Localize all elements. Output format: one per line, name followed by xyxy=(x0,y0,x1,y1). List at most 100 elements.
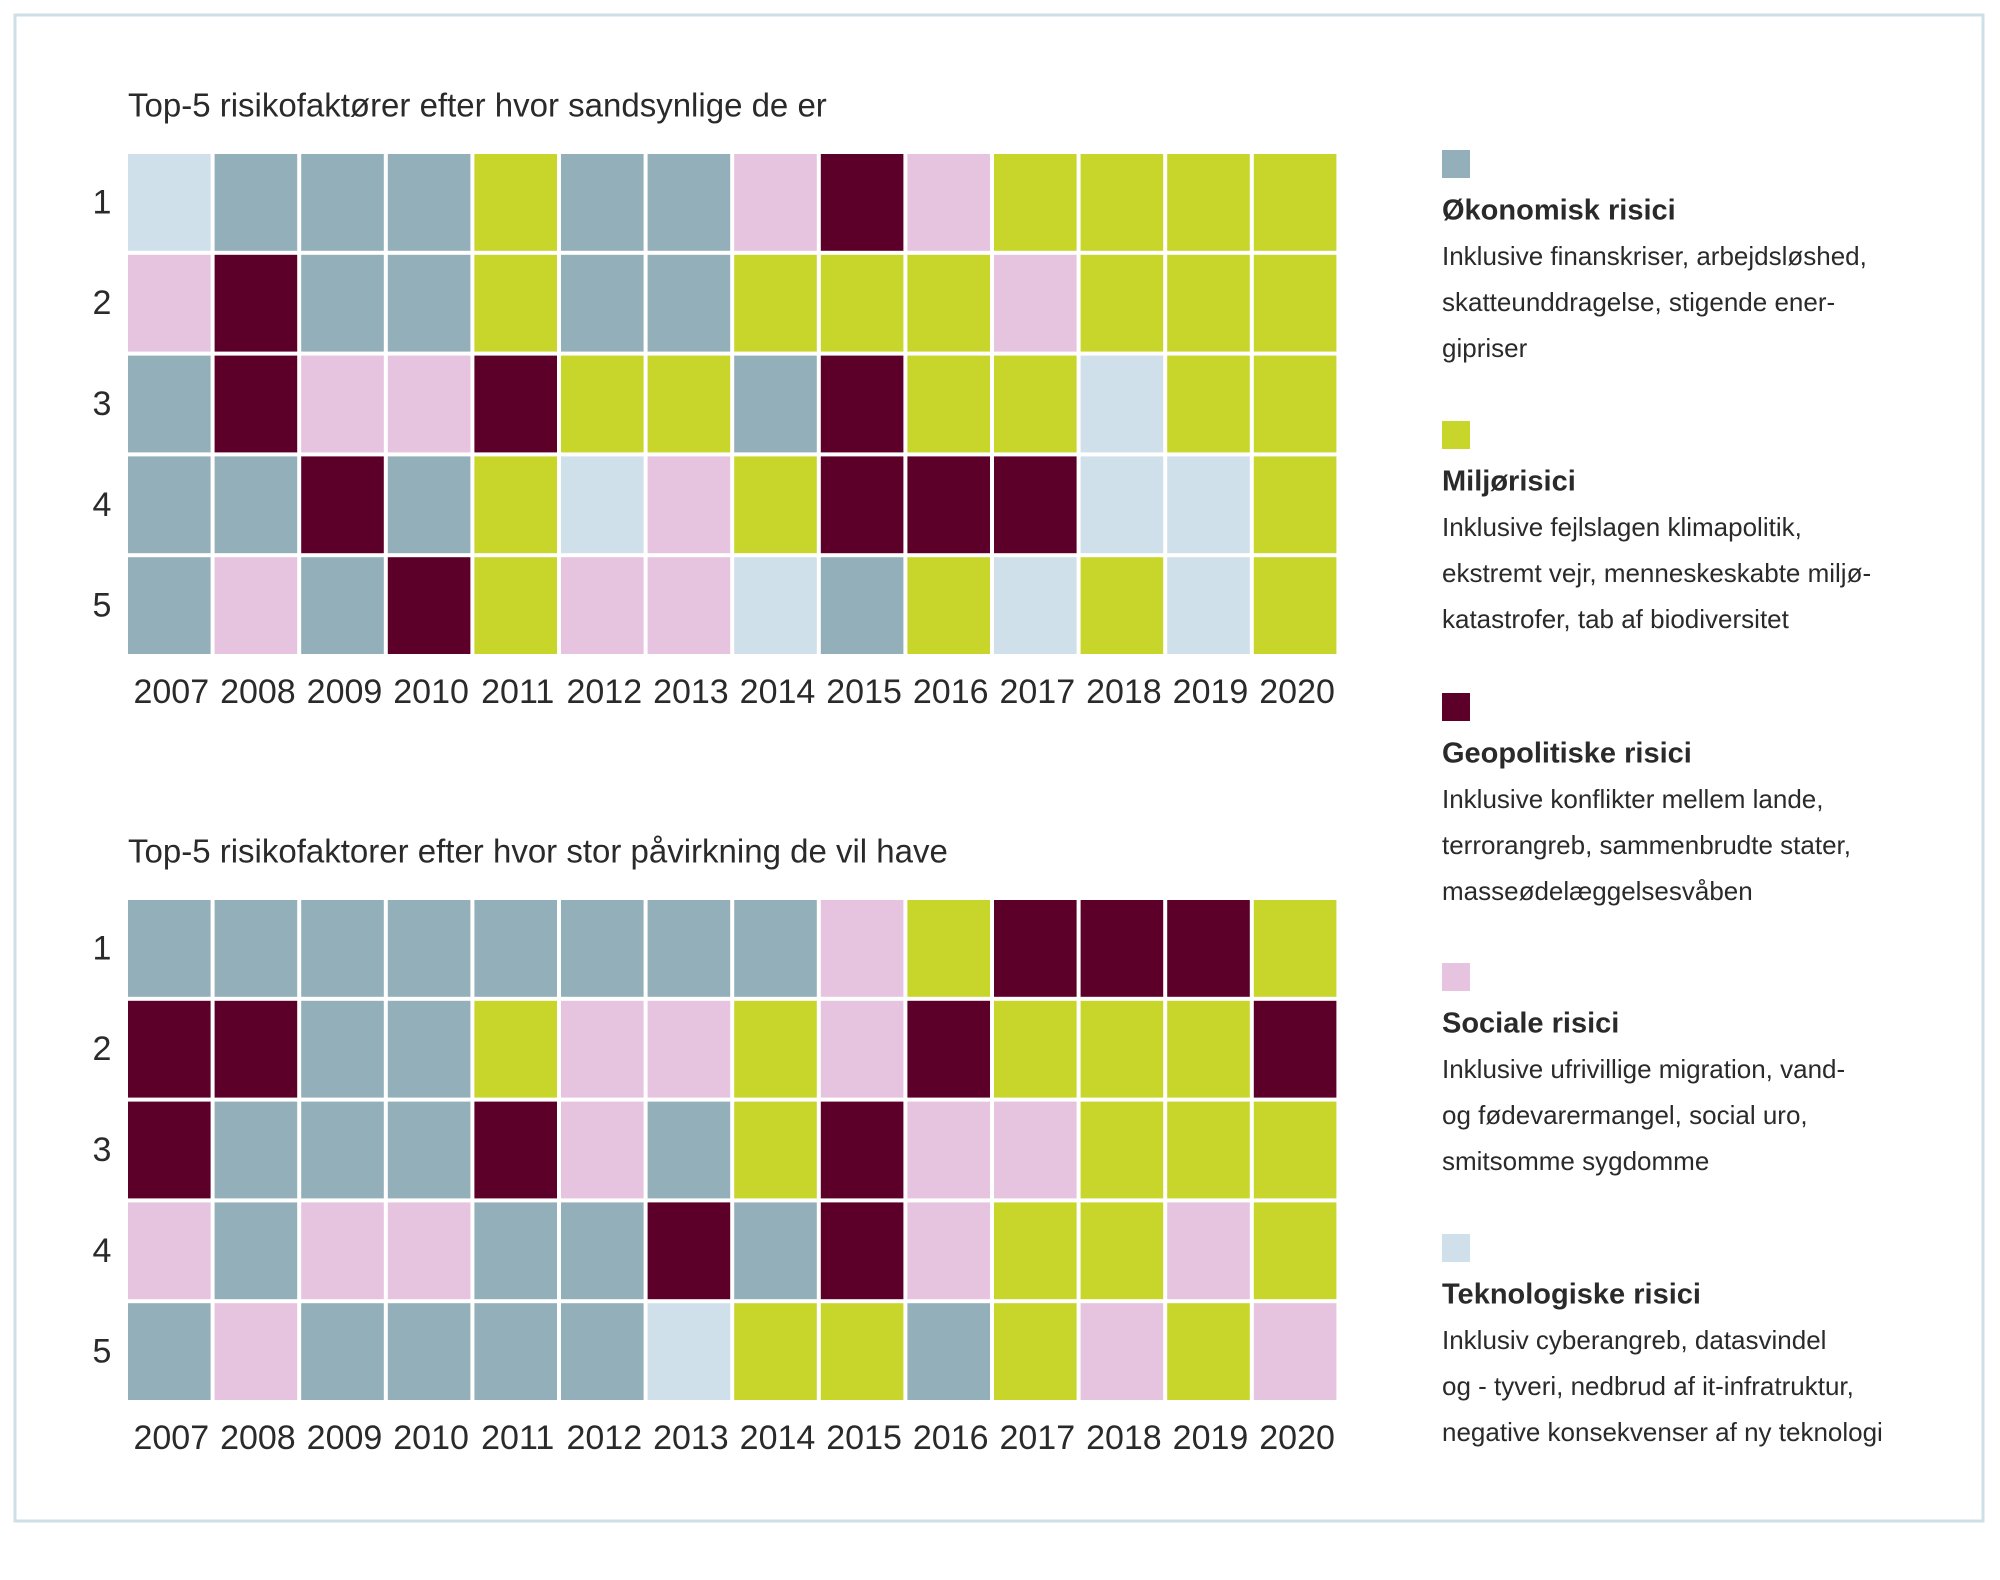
cell xyxy=(647,254,731,352)
cell xyxy=(1253,1303,1337,1400)
cell xyxy=(301,900,384,997)
cell xyxy=(387,154,471,251)
cell xyxy=(647,1303,731,1400)
cell xyxy=(994,557,1077,654)
cell xyxy=(561,1202,644,1300)
cell xyxy=(474,900,557,997)
cell xyxy=(561,1000,644,1098)
legend-swatch xyxy=(1442,150,1470,178)
x-tick-label: 2007 xyxy=(133,673,209,711)
cell xyxy=(1080,1101,1164,1199)
cell xyxy=(820,254,904,352)
cell xyxy=(128,900,211,997)
cell xyxy=(1253,900,1337,997)
cell xyxy=(1080,1000,1164,1098)
cell xyxy=(907,456,990,554)
cell xyxy=(387,456,471,554)
cell xyxy=(1253,1202,1337,1300)
legend-swatch xyxy=(1442,693,1470,721)
cell xyxy=(1080,1303,1164,1400)
row-label: 3 xyxy=(93,1131,112,1169)
cell xyxy=(1080,355,1164,453)
cell xyxy=(907,154,990,251)
cell xyxy=(301,1202,384,1300)
cell xyxy=(474,1303,557,1400)
legend-description: negative konsekvenser af ny teknologi xyxy=(1442,1417,1883,1447)
cell xyxy=(647,1101,731,1199)
cell xyxy=(301,1303,384,1400)
cell xyxy=(214,254,298,352)
cell xyxy=(907,1202,990,1300)
cell xyxy=(1080,254,1164,352)
cell xyxy=(994,1303,1077,1400)
x-tick-label: 2013 xyxy=(653,673,729,711)
x-tick-label: 2014 xyxy=(740,1419,816,1457)
cell xyxy=(647,456,731,554)
x-tick-label: 2015 xyxy=(826,1419,902,1457)
legend-description: Inklusive finanskriser, arbejdsløshed, xyxy=(1442,241,1867,271)
cell xyxy=(387,1202,471,1300)
x-tick-label: 2013 xyxy=(653,1419,729,1457)
legend-description: skatteunddragelse, stigende ener- xyxy=(1442,287,1835,317)
cell xyxy=(1080,1202,1164,1300)
cell xyxy=(907,557,990,654)
x-tick-label: 2017 xyxy=(999,1419,1075,1457)
x-tick-label: 2018 xyxy=(1086,1419,1162,1457)
cell xyxy=(907,900,990,997)
x-tick-label: 2019 xyxy=(1173,673,1249,711)
legend-description: ekstremt vejr, menneskeskabte miljø- xyxy=(1442,558,1871,588)
x-tick-label: 2009 xyxy=(307,1419,383,1457)
cell xyxy=(561,355,644,453)
legend-swatch xyxy=(1442,421,1470,449)
cell xyxy=(474,254,557,352)
cell xyxy=(1253,456,1337,554)
cell xyxy=(1080,900,1164,997)
cell xyxy=(1080,557,1164,654)
cell xyxy=(1167,1101,1250,1199)
cell xyxy=(128,355,211,453)
cell xyxy=(1167,900,1250,997)
chart-title: Top-5 risikofaktorer efter hvor stor påv… xyxy=(128,833,948,870)
legend-description: gipriser xyxy=(1442,333,1528,363)
frame xyxy=(13,13,1985,1523)
cell xyxy=(1167,1202,1250,1300)
cell xyxy=(214,1101,298,1199)
cell xyxy=(647,154,731,251)
x-tick-label: 2020 xyxy=(1259,673,1335,711)
cell xyxy=(301,557,384,654)
cell xyxy=(387,1303,471,1400)
legend-description: terrorangreb, sammenbrudte stater, xyxy=(1442,830,1851,860)
cell xyxy=(907,1000,990,1098)
x-tick-label: 2009 xyxy=(307,673,383,711)
cell xyxy=(907,254,990,352)
legend-description: Inklusive fejlslagen klimapolitik, xyxy=(1442,512,1802,542)
row-label: 2 xyxy=(93,284,112,322)
legend-name: Miljørisici xyxy=(1442,466,1576,498)
cell xyxy=(994,900,1077,997)
cell xyxy=(907,355,990,453)
cell xyxy=(387,557,471,654)
cell xyxy=(387,355,471,453)
x-tick-label: 2017 xyxy=(999,673,1075,711)
cell xyxy=(128,154,211,251)
cell xyxy=(820,900,904,997)
cell xyxy=(820,1303,904,1400)
x-tick-label: 2019 xyxy=(1173,1419,1249,1457)
cell xyxy=(128,1000,211,1098)
cell xyxy=(994,1101,1077,1199)
cell xyxy=(820,456,904,554)
legend-description: katastrofer, tab af biodiversitet xyxy=(1442,604,1790,634)
cell xyxy=(474,355,557,453)
cell xyxy=(561,1101,644,1199)
cell xyxy=(734,355,817,453)
row-label: 5 xyxy=(93,587,112,625)
cell xyxy=(387,254,471,352)
cell xyxy=(994,1202,1077,1300)
legend-name: Teknologiske risici xyxy=(1442,1279,1701,1311)
row-label: 2 xyxy=(93,1030,112,1068)
cell xyxy=(1167,254,1250,352)
cell xyxy=(820,1101,904,1199)
cell xyxy=(647,1000,731,1098)
cell xyxy=(647,557,731,654)
row-label: 1 xyxy=(93,183,112,221)
